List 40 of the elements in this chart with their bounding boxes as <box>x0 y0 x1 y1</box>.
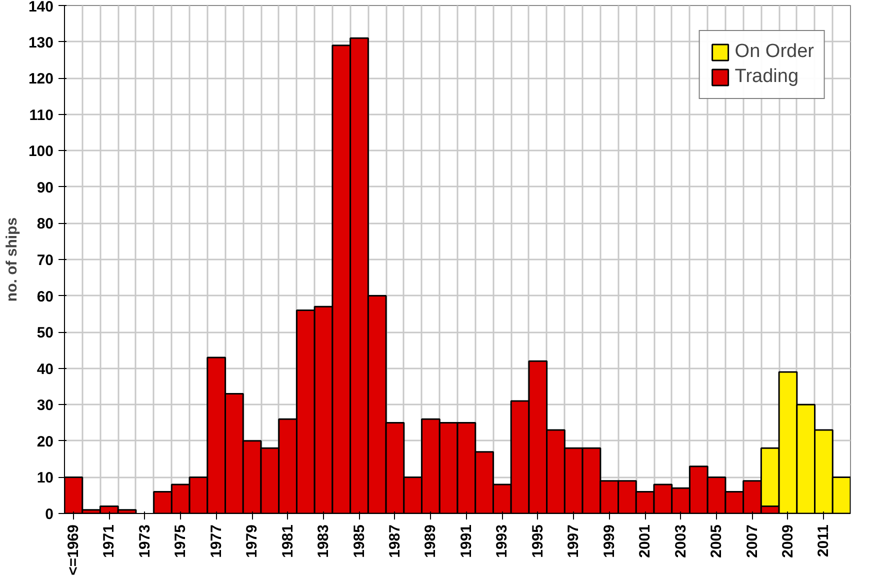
y-tick-label: 40 <box>36 360 54 378</box>
x-tick-label: 1981 <box>279 524 296 558</box>
x-tick-label: 1979 <box>244 524 261 558</box>
x-tick-label: 2003 <box>672 524 690 558</box>
y-tick-label: 90 <box>36 179 54 196</box>
x-tick-label: 1985 <box>350 524 368 558</box>
y-tick-label: 70 <box>36 252 54 269</box>
x-tick-label: 2001 <box>636 524 654 558</box>
x-tick-label: 1973 <box>136 524 154 558</box>
x-tick-label: 1989 <box>422 524 440 558</box>
y-tick-label: 50 <box>36 324 54 342</box>
x-tick-label: 2005 <box>708 524 726 558</box>
y-tick-label: 0 <box>45 506 54 523</box>
y-tick-label: 80 <box>36 216 54 233</box>
y-tick-label: 100 <box>28 143 54 160</box>
x-tick-label: 1993 <box>494 524 511 558</box>
y-tick-label: 130 <box>28 34 54 52</box>
x-tick-label: 1971 <box>100 524 118 558</box>
x-tick-label: 1991 <box>458 524 475 558</box>
y-axis-title: no. of ships <box>3 217 20 302</box>
y-tick-label: 110 <box>29 106 54 124</box>
y-tick-label: 20 <box>36 433 54 450</box>
x-tick-label: 1987 <box>386 524 404 558</box>
x-tick-label: 1975 <box>172 524 190 558</box>
x-tick-label: 1995 <box>529 524 546 558</box>
x-tick-label: 1999 <box>600 524 618 558</box>
legend-label: Trading <box>734 66 799 88</box>
x-tick-label: 1977 <box>208 524 225 558</box>
x-tick-label: 2007 <box>744 524 761 558</box>
legend-label: On Order <box>734 41 814 63</box>
x-tick-label: <=1969 <box>64 524 82 576</box>
y-tick-label: 60 <box>36 288 54 306</box>
y-tick-label: 10 <box>36 470 54 487</box>
y-tick-label: 120 <box>28 70 54 88</box>
x-tick-label: 2009 <box>779 524 796 558</box>
x-tick-label: 1997 <box>565 524 582 558</box>
y-tick-label: 140 <box>28 0 54 16</box>
x-tick-label: 1983 <box>315 524 332 558</box>
y-tick-label: 30 <box>36 397 54 414</box>
x-tick-label: 2011 <box>815 524 832 558</box>
